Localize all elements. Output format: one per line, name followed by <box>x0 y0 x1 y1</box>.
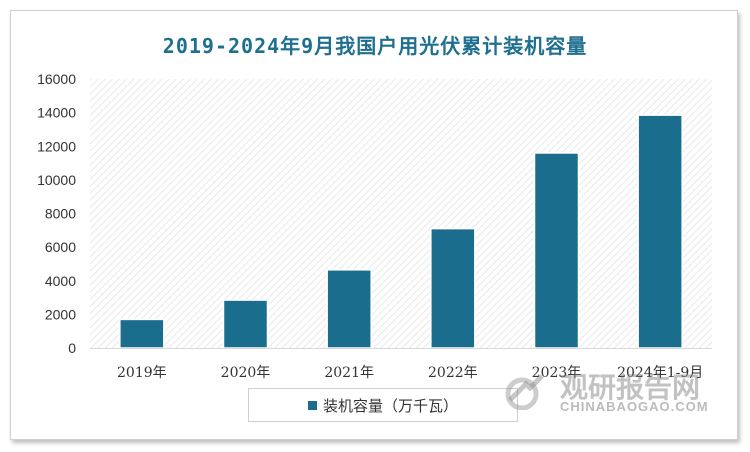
chart-title: 2019-2024年9月我国户用光伏累计装机容量 <box>162 34 588 58</box>
bar-2024年1-9月 <box>637 114 683 349</box>
y-tick-label: 2000 <box>45 306 76 322</box>
bars <box>119 114 683 349</box>
y-tick-label: 12000 <box>37 138 76 154</box>
bar-2020年 <box>222 299 269 349</box>
x-tick-label: 2024年1-9月 <box>617 365 703 381</box>
x-tick-label: 2019年 <box>117 365 167 381</box>
x-axis: 2019年 2020年 2021年 2022年 2023年 2024年1-9月 <box>90 348 712 381</box>
legend-label: 装机容量（万千瓦） <box>322 396 458 415</box>
x-tick-label: 2020年 <box>221 365 271 381</box>
x-tick-label: 2022年 <box>428 365 478 381</box>
y-tick-label: 10000 <box>37 172 76 188</box>
plot-area-background <box>90 79 712 348</box>
watermark-name: 观研报告网 <box>560 371 701 404</box>
legend-swatch <box>307 400 317 410</box>
y-tick-label: 0 <box>68 340 76 356</box>
bar-2023年 <box>533 152 580 349</box>
bar-2021年 <box>326 269 372 349</box>
bar-2022年 <box>430 227 476 349</box>
legend: 装机容量（万千瓦） <box>248 388 518 422</box>
watermark: 观研报告网 CHINABAOGAO.COM <box>500 366 720 416</box>
watermark-logo-icon <box>505 374 544 410</box>
y-tick-label: 16000 <box>37 71 76 87</box>
y-tick-label: 8000 <box>45 206 76 222</box>
y-tick-label: 14000 <box>37 105 76 121</box>
y-axis: 0 2000 4000 6000 8000 10000 12000 14000 16000 <box>37 71 76 356</box>
y-tick-label: 6000 <box>45 239 76 255</box>
x-tick-label: 2021年 <box>324 365 374 381</box>
watermark-url: CHINABAOGAO.COM <box>560 399 709 414</box>
x-tick-label: 2023年 <box>532 365 582 381</box>
bar-2019年 <box>119 318 165 349</box>
y-tick-label: 4000 <box>45 273 76 289</box>
